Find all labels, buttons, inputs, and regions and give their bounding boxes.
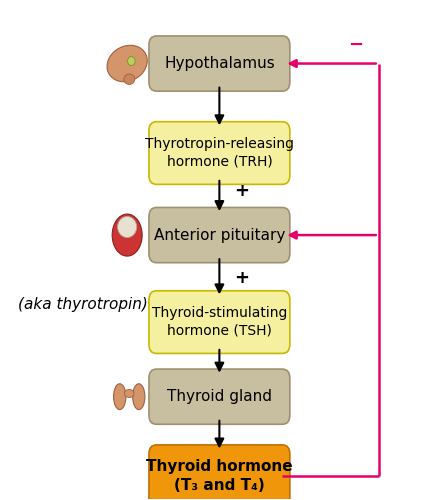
Text: +: + <box>234 182 249 200</box>
Ellipse shape <box>114 384 126 409</box>
Text: +: + <box>234 270 249 287</box>
Ellipse shape <box>107 46 147 82</box>
Text: Anterior pituitary: Anterior pituitary <box>154 228 285 242</box>
Ellipse shape <box>112 214 142 256</box>
FancyBboxPatch shape <box>149 369 290 424</box>
Text: Thyrotropin-releasing
hormone (TRH): Thyrotropin-releasing hormone (TRH) <box>145 138 294 168</box>
Text: Thyroid hormone
(T₃ and T₄): Thyroid hormone (T₃ and T₄) <box>146 460 293 493</box>
FancyBboxPatch shape <box>149 445 290 500</box>
FancyBboxPatch shape <box>149 291 290 354</box>
Ellipse shape <box>124 74 135 85</box>
Text: Hypothalamus: Hypothalamus <box>164 56 275 71</box>
Circle shape <box>127 56 135 66</box>
Text: (aka thyrotropin): (aka thyrotropin) <box>18 297 148 312</box>
FancyBboxPatch shape <box>149 36 290 91</box>
Ellipse shape <box>124 390 134 398</box>
Text: −: − <box>348 36 363 54</box>
FancyBboxPatch shape <box>149 208 290 262</box>
Ellipse shape <box>118 216 137 238</box>
FancyBboxPatch shape <box>149 122 290 184</box>
Text: Thyroid-stimulating
hormone (TSH): Thyroid-stimulating hormone (TSH) <box>151 306 287 338</box>
Ellipse shape <box>133 384 145 409</box>
Text: Thyroid gland: Thyroid gland <box>167 389 272 404</box>
